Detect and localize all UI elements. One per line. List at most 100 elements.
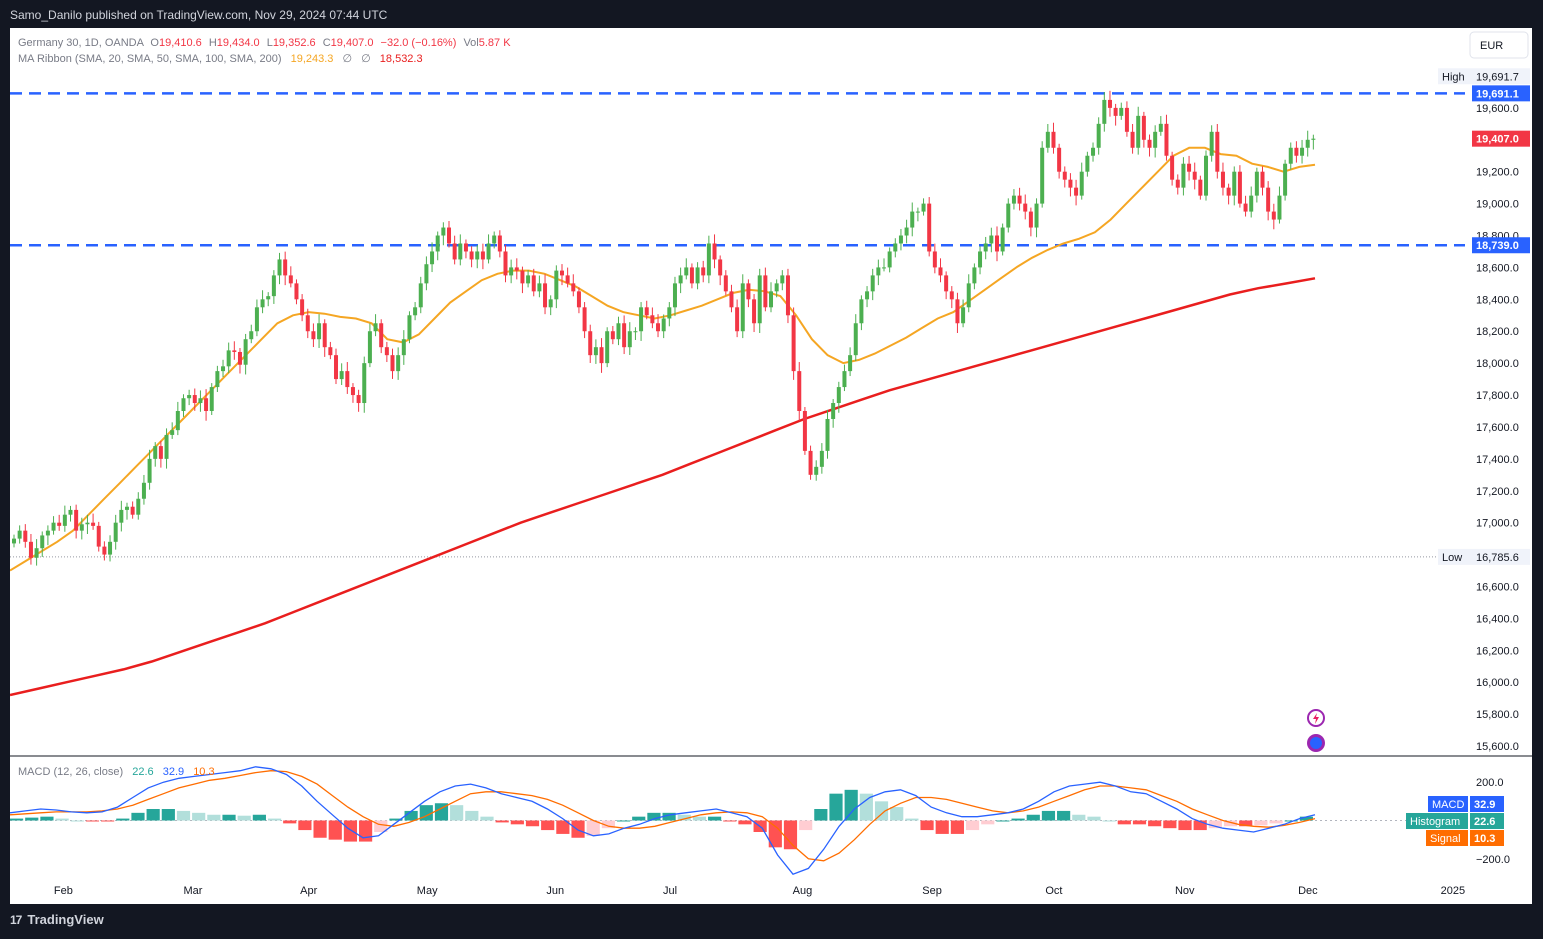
candle-body — [384, 347, 389, 356]
macd-histogram-bar — [267, 818, 282, 821]
price-tick-label: 18,600.0 — [1476, 262, 1519, 274]
footer-brand: 17 TradingView — [10, 912, 104, 927]
legend-ma4: 18,532.3 — [380, 53, 423, 65]
candle-body — [1124, 107, 1129, 132]
candle-body — [842, 371, 847, 388]
candle-body — [243, 339, 248, 365]
candle-body — [616, 323, 621, 340]
macd-histogram-bar — [237, 815, 251, 821]
candle-body — [334, 355, 339, 380]
candle-body — [689, 267, 694, 284]
candle-body — [362, 363, 367, 404]
candle-body — [108, 541, 113, 555]
macd-label-bg — [1428, 796, 1468, 812]
candle-body — [672, 283, 677, 308]
legend-low: 19,352.6 — [273, 37, 316, 49]
candle-body — [1254, 171, 1259, 196]
candle-body — [1068, 179, 1073, 188]
macd-histogram-bar — [207, 814, 221, 821]
candle-body — [887, 251, 892, 268]
macd-histogram-bar — [1087, 816, 1101, 821]
candle-body — [204, 398, 209, 411]
price-tick-label: 18,000.0 — [1476, 358, 1519, 370]
candle-body — [1107, 99, 1112, 108]
high-label-value: 19,691.7 — [1476, 71, 1519, 83]
candle-body — [1062, 171, 1067, 180]
hline-bottom-tag: 18,739.0 — [1476, 240, 1519, 252]
candle-body — [814, 466, 819, 475]
legend-macd-row: MACD (12, 26, close) 22.6 32.9 10.3 — [18, 766, 215, 778]
macd-value-histogram: 22.6 — [1474, 816, 1495, 828]
macd-histogram-bar — [328, 820, 342, 840]
candle-body — [1158, 123, 1163, 132]
candle-body — [1226, 187, 1231, 196]
macd-histogram-bar — [131, 812, 145, 821]
candle-body — [413, 307, 418, 316]
candle-body — [283, 259, 288, 276]
candle-body — [599, 347, 604, 364]
candle-body — [74, 509, 79, 531]
macd-histogram-bar — [814, 809, 828, 821]
candle-body — [1294, 147, 1299, 156]
candle-body — [1288, 147, 1293, 164]
macd-histogram-bar — [1223, 820, 1238, 827]
flash-icon[interactable] — [1307, 709, 1325, 727]
candle-body — [260, 299, 265, 308]
macd-histogram-bar — [647, 812, 661, 821]
candle-body — [701, 267, 706, 276]
macd-histogram-bar — [950, 820, 964, 834]
time-tick-label: Mar — [184, 885, 203, 897]
event-globe-icon[interactable] — [1307, 734, 1325, 752]
candle-body — [785, 275, 790, 316]
candle-body — [435, 235, 440, 252]
macd-histogram-bar — [525, 820, 540, 827]
candle-body — [232, 350, 237, 352]
macd-histogram-bar — [283, 820, 297, 824]
macd-histogram-bar — [55, 818, 69, 821]
candle-body — [1119, 107, 1124, 116]
legend-ma-title: MA Ribbon (SMA, 20, SMA, 50, SMA, 100, S… — [18, 53, 282, 65]
currency-button[interactable]: EUR — [1469, 31, 1529, 59]
macd-histogram-bar — [434, 803, 449, 821]
candle-body — [175, 411, 180, 431]
price-tick-label: 15,600.0 — [1476, 741, 1519, 753]
candle-body — [554, 270, 559, 300]
candle-body — [68, 509, 73, 515]
publish-header: Samo_Danilo published on TradingView.com… — [0, 0, 1543, 28]
tradingview-logo-icon: 17 — [10, 912, 22, 927]
macd-histogram-bar — [161, 809, 175, 821]
price-chart-svg[interactable]: 200.0 −200.0 MACD 32.9 Histogram 22.6 Signal 10… — [10, 28, 1532, 904]
price-tick-label: 15,800.0 — [1476, 709, 1519, 721]
candle-body — [836, 387, 841, 404]
candle-body — [91, 522, 96, 526]
time-tick-label: Sep — [922, 885, 942, 897]
time-axis[interactable]: Feb Mar Apr May Jun Jul Aug Sep Oct Nov Dec 2025 — [54, 885, 1465, 897]
svg-text:EUR: EUR — [1480, 40, 1503, 52]
legend-macd-signal: 10.3 — [193, 766, 214, 778]
price-tick-label: 19,200.0 — [1476, 167, 1519, 179]
candle-body — [927, 203, 932, 252]
macd-histogram-bar — [662, 812, 676, 821]
candle-body — [271, 275, 276, 297]
candle-body — [215, 371, 220, 388]
candle-body — [774, 283, 779, 292]
candle-body — [797, 371, 802, 411]
price-markers: 19,691.1 18,739.0 19,407.0 High 19,691.7 Low 1… — [1438, 68, 1530, 565]
macd-histogram-bar — [890, 807, 904, 821]
macd-label-bg — [1406, 813, 1468, 829]
macd-label-histogram: Histogram — [1410, 816, 1460, 828]
macd-histogram-bar — [601, 820, 615, 829]
macd-histogram-bar — [1208, 820, 1222, 829]
price-axis[interactable]: 15,600.0 15,800.0 16,000.0 16,200.0 16,400.0… — [1476, 103, 1519, 753]
candle-body — [1045, 131, 1050, 148]
candle-body — [170, 430, 175, 435]
chart-frame[interactable]: 200.0 −200.0 MACD 32.9 Histogram 22.6 Signal 10… — [10, 28, 1532, 904]
candle-body — [221, 366, 226, 372]
candle-body — [124, 506, 129, 510]
candle-body — [1305, 139, 1310, 148]
macd-label-macd: MACD — [1432, 799, 1464, 811]
macd-histogram-bar — [616, 820, 631, 822]
macd-histogram-bar — [1057, 810, 1071, 821]
candle-body — [571, 283, 576, 292]
candle-body — [1220, 171, 1225, 188]
